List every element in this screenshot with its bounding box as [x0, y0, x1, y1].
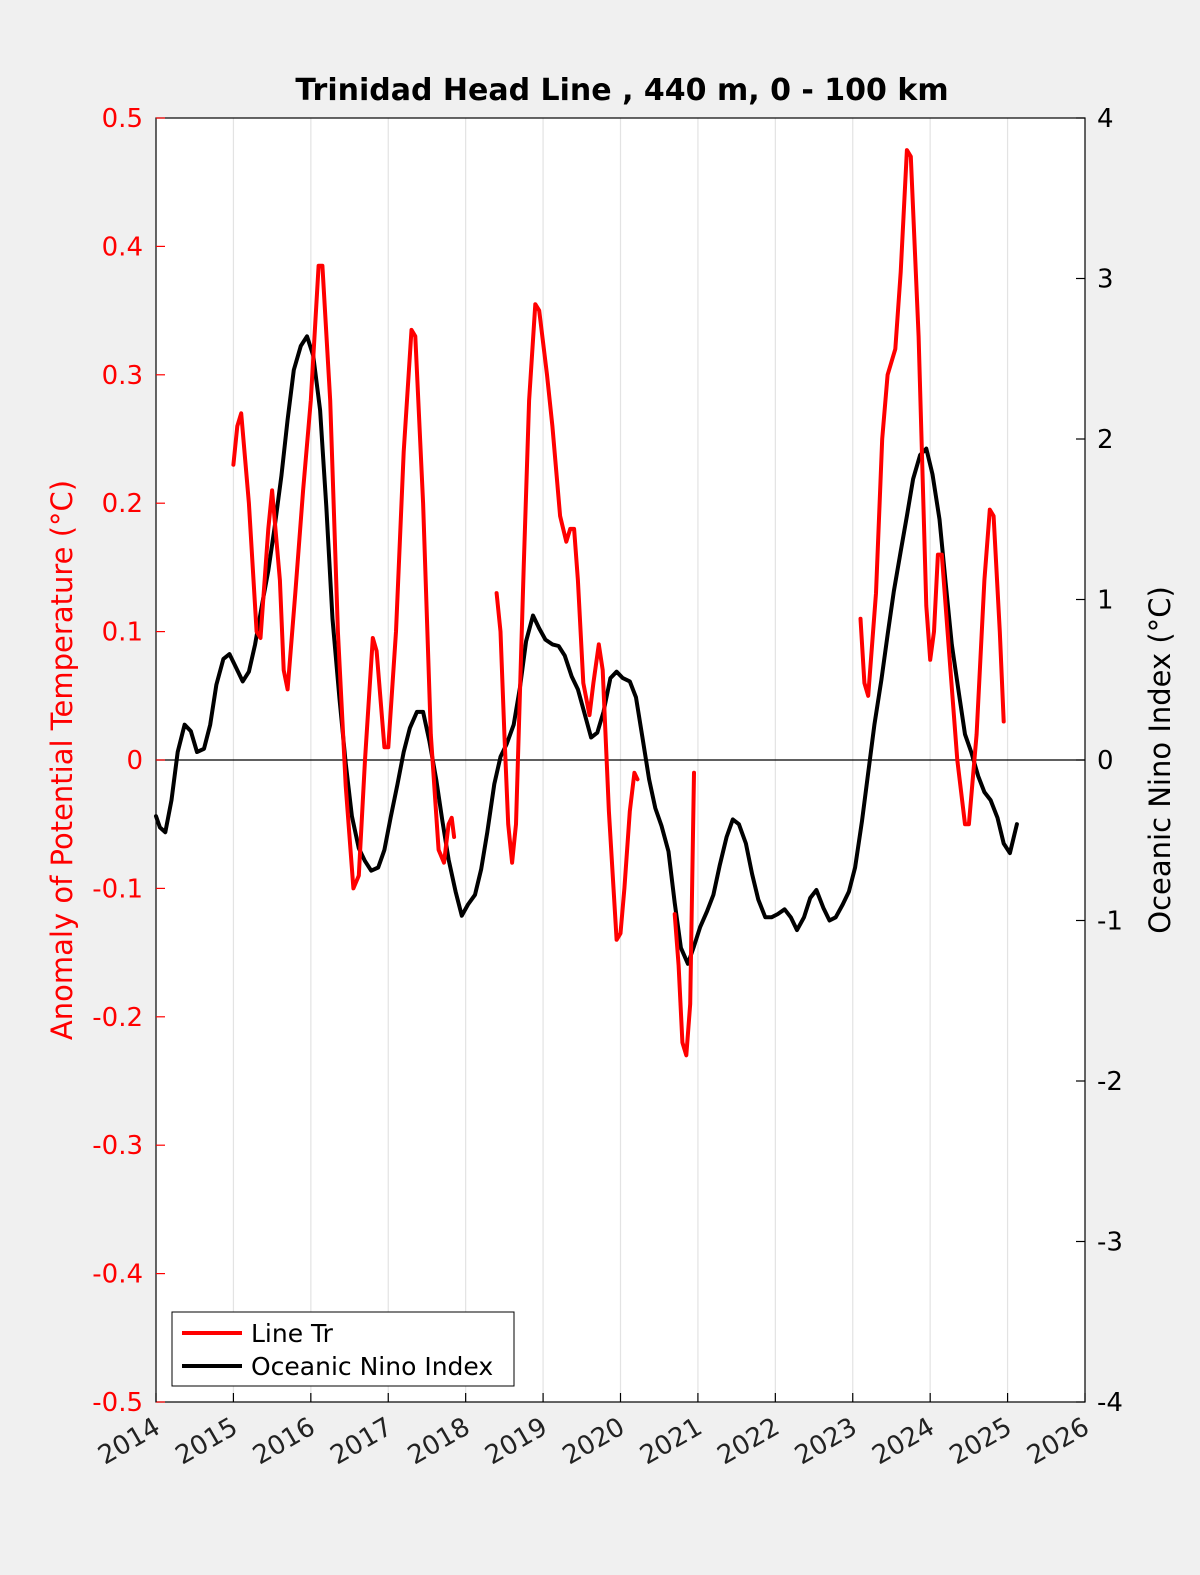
series-line-tr-segment-2: [494, 302, 640, 942]
y-left-tick-label--0.3: -0.3: [92, 1131, 143, 1161]
series-layer: [154, 148, 1019, 1058]
left-axis-title: Anomaly of Potential Temperature (°C): [45, 480, 79, 1040]
chart-title: Trinidad Head Line , 440 m, 0 - 100 km: [295, 73, 948, 108]
y-left-tick-label--0.2: -0.2: [92, 1003, 143, 1033]
series-line-tr-segment-1: [231, 263, 457, 891]
y-right-tick-label-0: 0: [1097, 746, 1114, 776]
y-right-tick-label-1: 1: [1097, 586, 1114, 616]
y-left-tick-label--0.1: -0.1: [92, 874, 143, 904]
y-left-tick-label--0.4: -0.4: [92, 1260, 143, 1290]
left-axis: 0.5 0.4 0.3 0.2 0.1 0 -0.1 -0.2 -0.3 -0.4 -0.5: [92, 104, 165, 1418]
y-right-tick-label--4: -4: [1097, 1388, 1123, 1418]
y-left-tick-label-0.1: 0.1: [102, 618, 143, 648]
y-left-tick-label--0.5: -0.5: [92, 1388, 143, 1418]
series-oni-segment-1: [154, 334, 1019, 966]
y-right-tick-label--3: -3: [1097, 1228, 1123, 1258]
y-left-tick-label-0.2: 0.2: [102, 489, 143, 519]
y-left-tick-label-0.3: 0.3: [102, 361, 143, 391]
series-line-tr-segment-3: [672, 770, 696, 1058]
y-right-tick-label--2: -2: [1097, 1067, 1123, 1097]
right-axis: 4 3 2 1 0 -1 -2 -3 -4: [1076, 104, 1123, 1418]
y-right-tick-label--1: -1: [1097, 907, 1123, 937]
legend: Line Tr Oceanic Nino Index: [171, 1311, 515, 1387]
y-left-tick-label-0.5: 0.5: [102, 104, 143, 134]
legend-box: [171, 1311, 515, 1387]
y-right-tick-label-4: 4: [1097, 104, 1114, 134]
y-right-tick-label-2: 2: [1097, 425, 1114, 455]
series-line-tr-segment-4: [858, 148, 1006, 827]
y-right-tick-label-3: 3: [1097, 265, 1114, 295]
legend-label-oni: Oceanic Nino Index: [251, 1352, 493, 1381]
right-axis-title: Oceanic Nino Index (°C): [1143, 586, 1177, 934]
y-left-tick-label-0.4: 0.4: [102, 232, 143, 262]
y-left-tick-label-0: 0: [126, 746, 143, 776]
legend-label-line-tr: Line Tr: [251, 1319, 334, 1348]
